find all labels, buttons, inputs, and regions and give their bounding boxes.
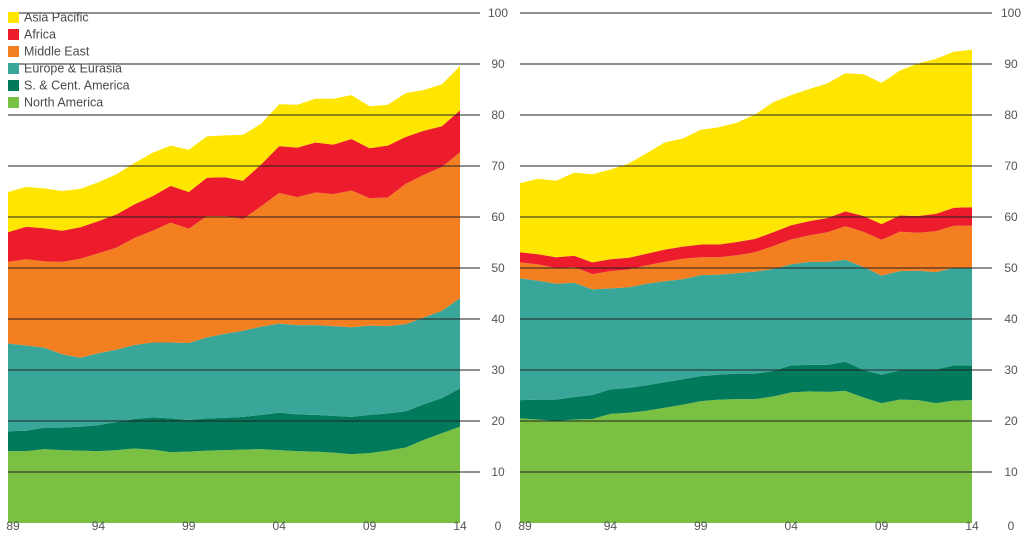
y-axis-labels-left: 0 10 20 30 40 50 60 70 80 90 100 — [488, 6, 508, 533]
legend-item-asia-pacific: Asia Pacific — [8, 10, 89, 24]
x-axis-labels-left: 89 94 99 04 09 14 — [6, 519, 467, 533]
gridlines-right — [520, 12, 992, 473]
legend-swatch-middle-east — [8, 46, 19, 57]
y-tick-label-60-left: 60 — [491, 210, 505, 224]
y-tick-label-10-right: 10 — [1004, 465, 1018, 479]
y-tick-label-10-left: 10 — [491, 465, 505, 479]
x-axis-labels-right: 89 94 99 04 09 14 — [518, 519, 979, 533]
x-tick-label-89-left: 89 — [6, 519, 20, 533]
y-tick-label-70-right: 70 — [1004, 159, 1018, 173]
x-tick-label-89-right: 89 — [518, 519, 532, 533]
x-tick-label-04-right: 04 — [785, 519, 799, 533]
legend-label-europe-and-eurasia: Europe & Eurasia — [24, 61, 122, 75]
legend-swatch-africa — [8, 29, 19, 40]
x-tick-label-14-right: 14 — [965, 519, 979, 533]
y-tick-label-20-left: 20 — [491, 414, 505, 428]
legend-label-middle-east: Middle East — [24, 44, 90, 58]
x-tick-label-14-left: 14 — [453, 519, 467, 533]
y-tick-label-90-right: 90 — [1004, 57, 1018, 71]
area-africa-right — [520, 207, 972, 275]
y-axis-labels-right: 0 10 20 30 40 50 60 70 80 90 100 — [1001, 6, 1021, 533]
legend-label-north-america: North America — [24, 95, 103, 109]
area-asia-pacific-right — [520, 49, 972, 263]
legend: Asia Pacific Africa Middle East Europe & Eu… — [8, 10, 130, 109]
right-chart-panel: 0 10 20 30 40 50 60 70 80 90 100 89 94 99 04 09 14 — [518, 6, 1021, 533]
y-tick-label-80-left: 80 — [491, 108, 505, 122]
y-tick-label-20-right: 20 — [1004, 414, 1018, 428]
area-europe-and-eurasia-left — [8, 298, 460, 432]
y-tick-label-50-left: 50 — [491, 261, 505, 275]
y-tick-label-80-right: 80 — [1004, 108, 1018, 122]
legend-swatch-asia-pacific — [8, 12, 19, 23]
gridlines-left — [8, 12, 480, 473]
y-tick-label-100-left: 100 — [488, 6, 508, 20]
y-tick-label-40-left: 40 — [491, 312, 505, 326]
legend-swatch-north-america — [8, 97, 19, 108]
x-tick-label-94-left: 94 — [92, 519, 106, 533]
y-tick-label-70-left: 70 — [491, 159, 505, 173]
x-tick-label-94-right: 94 — [604, 519, 618, 533]
legend-label-asia-pacific: Asia Pacific — [24, 10, 89, 24]
areas-right — [520, 49, 972, 523]
x-tick-label-09-right: 09 — [875, 519, 889, 533]
x-tick-label-04-left: 04 — [273, 519, 287, 533]
y-tick-label-60-right: 60 — [1004, 210, 1018, 224]
legend-swatch-s-and-cent-america — [8, 80, 19, 91]
legend-item-north-america: North America — [8, 95, 103, 109]
legend-label-s-and-cent-america: S. & Cent. America — [24, 78, 130, 92]
legend-swatch-europe-and-eurasia — [8, 63, 19, 74]
legend-item-africa: Africa — [8, 27, 56, 41]
legend-label-africa: Africa — [24, 27, 56, 41]
area-asia-pacific-left — [8, 66, 460, 233]
area-north-america-left — [8, 426, 460, 523]
area-north-america-right — [520, 390, 972, 523]
y-tick-label-30-right: 30 — [1004, 363, 1018, 377]
legend-item-europe-and-eurasia: Europe & Eurasia — [8, 61, 122, 75]
x-tick-label-09-left: 09 — [363, 519, 377, 533]
x-tick-label-99-right: 99 — [694, 519, 708, 533]
y-tick-label-0-left: 0 — [495, 519, 502, 533]
area-africa-left — [8, 110, 460, 262]
area-europe-and-eurasia-right — [520, 259, 972, 401]
area-middle-east-right — [520, 225, 972, 290]
y-tick-label-90-left: 90 — [491, 57, 505, 71]
y-tick-label-100-right: 100 — [1001, 6, 1021, 20]
y-tick-label-50-right: 50 — [1004, 261, 1018, 275]
area-middle-east-left — [8, 152, 460, 358]
y-tick-label-0-right: 0 — [1008, 519, 1015, 533]
left-chart-panel: 0 10 20 30 40 50 60 70 80 90 100 89 94 99 04 09 14 — [6, 6, 508, 533]
legend-item-s-and-cent-america: S. & Cent. America — [8, 78, 130, 92]
areas-left — [8, 66, 460, 523]
x-tick-label-99-left: 99 — [182, 519, 196, 533]
area-s-and-cent-america-right — [520, 361, 972, 421]
y-tick-label-30-left: 30 — [491, 363, 505, 377]
legend-item-middle-east: Middle East — [8, 44, 90, 58]
y-tick-label-40-right: 40 — [1004, 312, 1018, 326]
